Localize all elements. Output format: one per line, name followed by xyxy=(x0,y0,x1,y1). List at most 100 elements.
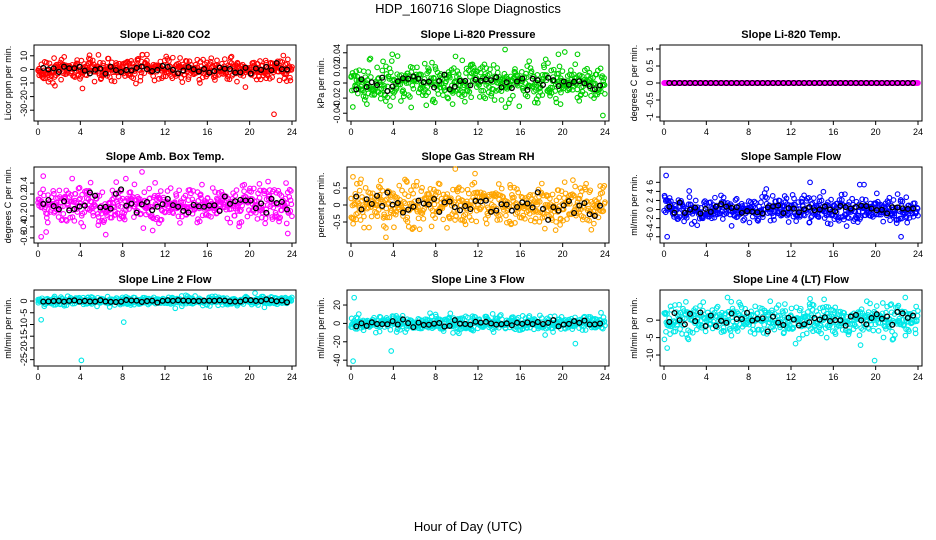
data-point xyxy=(820,188,827,195)
mean-point xyxy=(488,77,495,84)
data-point xyxy=(894,191,901,197)
y-tick-label: -2 xyxy=(645,215,655,223)
data-point xyxy=(452,53,459,60)
y-tick-label: -6 xyxy=(645,233,655,241)
mean-point xyxy=(545,74,552,81)
data-point xyxy=(366,224,372,231)
y-tick-label: -1 xyxy=(645,113,655,121)
panel-title: Slope Line 4 (LT) Flow xyxy=(733,274,849,286)
panel-title: Slope Line 2 Flow xyxy=(119,274,212,286)
data-point xyxy=(407,94,413,100)
data-point xyxy=(135,55,142,62)
data-point xyxy=(454,68,461,75)
data-point xyxy=(461,98,468,105)
x-tick-label: 8 xyxy=(120,249,125,259)
data-point xyxy=(507,96,513,103)
x-tick-label: 4 xyxy=(704,372,709,382)
data-point xyxy=(561,179,568,186)
y-tick-label: 0 xyxy=(19,299,29,304)
data-point xyxy=(214,57,220,64)
data-point xyxy=(131,214,137,220)
x-tick-label: 24 xyxy=(600,127,610,137)
mean-point xyxy=(247,70,254,77)
data-point xyxy=(503,212,509,219)
data-point xyxy=(903,194,910,201)
data-point xyxy=(157,188,164,194)
outlier-point xyxy=(234,78,240,85)
y-tick-label: 0 xyxy=(19,202,29,207)
data-point xyxy=(495,181,502,187)
data-point xyxy=(80,223,87,230)
mean-point xyxy=(112,67,119,74)
data-point xyxy=(212,77,218,83)
outlier-point xyxy=(574,51,581,58)
mean-point xyxy=(576,78,583,85)
outlier-point xyxy=(664,233,671,240)
x-tick-label: 4 xyxy=(704,127,709,137)
x-tick-label: 0 xyxy=(35,372,40,382)
outlier-point xyxy=(557,101,564,108)
data-point xyxy=(40,186,46,193)
data-point xyxy=(502,46,508,53)
x-tick-label: 16 xyxy=(515,372,525,382)
y-tick-label: 1 xyxy=(645,46,655,51)
data-point xyxy=(113,179,120,186)
x-tick-label: 4 xyxy=(391,372,396,382)
data-point xyxy=(377,95,384,102)
y-tick-label: 20 xyxy=(332,300,342,310)
mean-points xyxy=(353,71,604,95)
data-point xyxy=(202,64,209,71)
data-point xyxy=(598,88,604,95)
panel-title: Slope Line 3 Flow xyxy=(432,274,525,286)
data-point xyxy=(146,185,153,192)
data-point xyxy=(408,104,415,111)
mean-point xyxy=(539,81,547,88)
data-point xyxy=(763,186,770,192)
x-tick-label: 24 xyxy=(287,249,297,259)
data-point xyxy=(353,68,359,75)
y-tick-label: -20 xyxy=(332,335,342,348)
data-point xyxy=(265,178,271,185)
data-point xyxy=(257,58,263,64)
mean-point xyxy=(581,80,588,87)
data-point xyxy=(177,220,183,226)
x-tick-label: 16 xyxy=(515,127,525,137)
x-tick-label: 16 xyxy=(202,249,212,259)
data-point xyxy=(185,76,192,83)
data-point xyxy=(388,58,395,64)
y-tick-label: -0.5 xyxy=(645,92,655,108)
x-tick-label: 20 xyxy=(871,372,881,382)
series-points xyxy=(661,294,921,364)
data-point xyxy=(549,191,556,198)
data-point xyxy=(584,65,590,72)
data-point xyxy=(904,219,911,226)
data-point xyxy=(476,94,483,100)
data-point xyxy=(398,98,404,104)
data-point xyxy=(176,187,183,194)
data-point xyxy=(280,52,287,59)
x-tick-label: 12 xyxy=(160,127,170,137)
data-point xyxy=(374,64,381,71)
mean-point xyxy=(190,66,197,73)
y-axis-label: degrees C per min. xyxy=(3,167,13,244)
data-point xyxy=(482,95,489,102)
mean-point xyxy=(565,81,572,88)
y-tick-label: 0 xyxy=(645,318,655,323)
data-point xyxy=(602,91,608,97)
y-axis-label: ml/min per min. xyxy=(316,297,326,359)
outlier-point xyxy=(120,319,127,325)
data-point xyxy=(769,193,776,199)
y-tick-label: -10 xyxy=(645,349,655,362)
data-point xyxy=(43,229,50,235)
mean-point xyxy=(446,86,453,93)
data-point xyxy=(256,181,263,187)
outlier-point xyxy=(561,49,568,55)
data-point xyxy=(494,65,501,71)
data-point xyxy=(873,190,880,197)
panel-4: Slope Amb. Box Temp.degrees C per min.0 4… xyxy=(3,151,297,259)
data-point xyxy=(444,224,450,231)
y-tick-label: 0 xyxy=(19,67,29,72)
